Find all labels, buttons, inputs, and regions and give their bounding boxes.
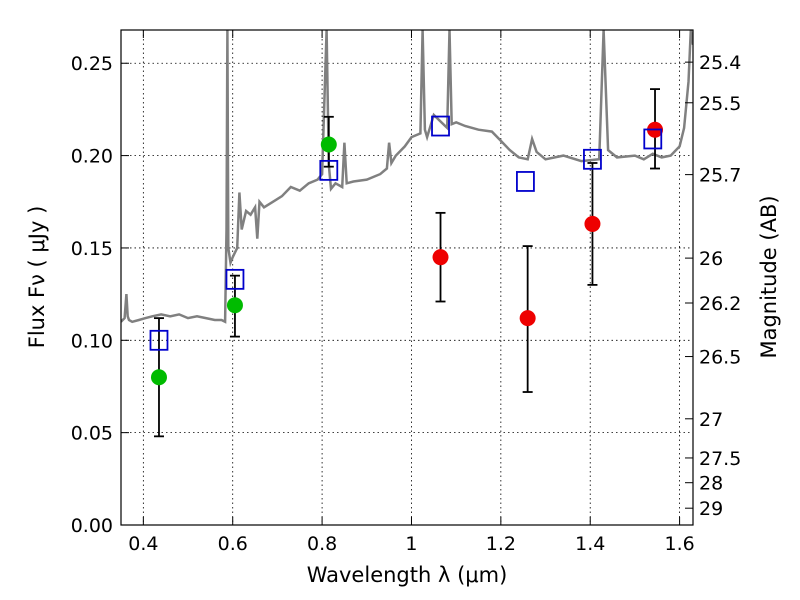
square-marker xyxy=(319,159,339,181)
y-tick-label: 0.00 xyxy=(71,515,113,537)
y2-tick-label: 26.5 xyxy=(699,347,741,369)
x-tick-label: 0.6 xyxy=(218,533,248,555)
square-marker xyxy=(643,128,663,150)
y2-tick-label: 27 xyxy=(699,409,723,431)
x-tick-label: 1.4 xyxy=(575,533,605,555)
circle-marker xyxy=(519,310,536,327)
y2-tick-label: 25.4 xyxy=(699,52,741,74)
x-axis-label: Wavelength λ (μm) xyxy=(307,563,508,587)
y-tick-label: 0.05 xyxy=(71,423,113,445)
model-spectrum-line xyxy=(121,30,693,324)
y2-tick-label: 26 xyxy=(699,248,723,270)
tick-labels: 0.4 0.6 0.8 1 1.2 1.4 1.6 0.00 0.05 0.10 0.15 0.20 0… xyxy=(71,52,742,555)
x-tick-label: 1 xyxy=(405,533,417,555)
circle-marker xyxy=(432,249,449,266)
y2-tick-label: 28 xyxy=(699,473,723,495)
y-tick-label: 0.15 xyxy=(71,238,113,260)
square-marker xyxy=(225,268,245,290)
plot-area xyxy=(121,30,693,525)
square-marker xyxy=(516,171,535,192)
y-tick-label: 0.20 xyxy=(71,146,113,168)
y-axis-label: Flux Fν ( μJy ) xyxy=(25,206,49,349)
y2-tick-label: 25.7 xyxy=(699,165,741,187)
circle-marker xyxy=(226,297,243,314)
square-marker xyxy=(431,115,450,137)
y2-tick-label: 29 xyxy=(699,498,723,520)
plot-frame xyxy=(120,29,694,526)
x-tick-label: 0.8 xyxy=(307,533,337,555)
circle-marker xyxy=(584,215,601,232)
x-tick-label: 1.2 xyxy=(486,533,516,555)
y2-tick-label: 27.5 xyxy=(699,448,741,470)
y2-axis-label: Magnitude (AB) xyxy=(757,195,781,358)
y-tick-label: 0.10 xyxy=(71,330,113,352)
axis-ticks xyxy=(121,30,693,526)
circle-marker xyxy=(320,136,337,153)
y2-tick-label: 26.2 xyxy=(699,293,741,315)
circle-marker xyxy=(150,369,167,386)
y-tick-label: 0.25 xyxy=(71,53,113,75)
x-tick-label: 0.4 xyxy=(128,533,158,555)
square-marker xyxy=(583,148,602,170)
x-tick-label: 1.6 xyxy=(664,533,694,555)
y2-tick-label: 25.5 xyxy=(699,93,741,115)
square-marker xyxy=(149,329,169,351)
data-markers xyxy=(149,115,664,386)
